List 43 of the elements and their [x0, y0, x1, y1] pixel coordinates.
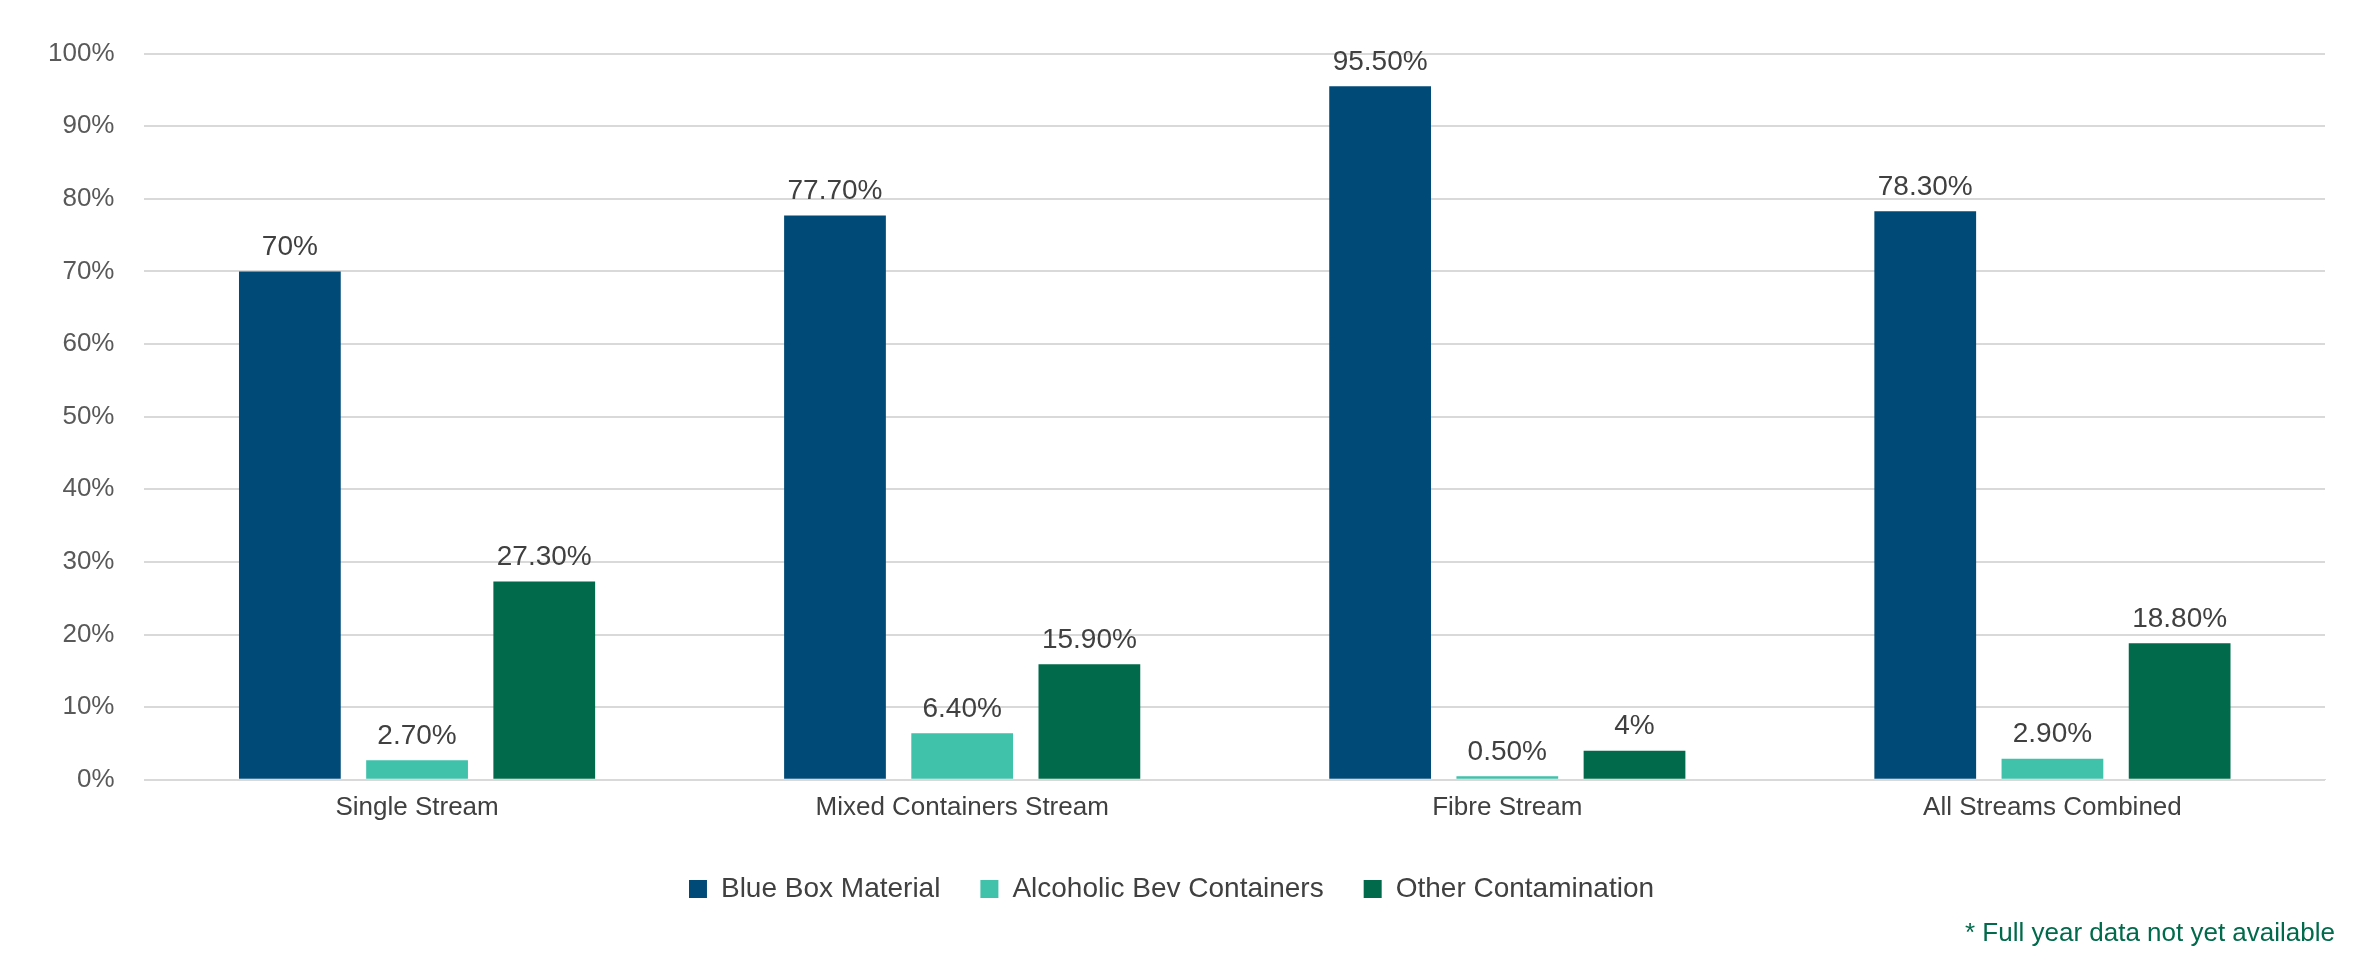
data-label: 77.70% [787, 174, 883, 206]
data-label: 6.40% [922, 692, 1002, 724]
x-tick-label: Mixed Containers Stream [815, 790, 1109, 821]
x-tick-label: All Streams Combined [1923, 790, 2182, 821]
bar [911, 733, 1014, 779]
y-tick-label: 60% [62, 327, 115, 358]
bar [238, 271, 341, 779]
bar [1583, 750, 1686, 779]
bar [1874, 211, 1977, 779]
y-tick-label: 80% [62, 182, 115, 213]
bar [784, 215, 886, 779]
bar [366, 760, 468, 779]
data-label: 78.30% [1877, 169, 1973, 201]
y-tick-label: 0% [76, 762, 115, 793]
data-label: 0.50% [1467, 734, 1548, 766]
data-label: 4% [1614, 709, 1655, 741]
y-tick-label: 90% [62, 109, 115, 140]
text: * Full year data not yet available [1965, 917, 2335, 948]
data-label: 15.90% [1041, 623, 1137, 655]
y-tick-label: 70% [62, 254, 115, 285]
y-tick-label: 100% [48, 36, 115, 67]
data-label: 27.30% [496, 540, 592, 572]
legend-label: Blue Box Material [720, 871, 941, 903]
bar [1456, 776, 1559, 779]
data-label: 18.80% [2132, 601, 2228, 633]
bar [2128, 643, 2231, 779]
y-tick-label: 20% [62, 617, 115, 648]
legend-label: Other Contamination [1395, 871, 1655, 903]
data-label: 2.70% [377, 718, 457, 750]
x-tick-label: Fibre Stream [1432, 790, 1583, 821]
data-label: 70% [261, 230, 318, 262]
data-label: 95.50% [1332, 45, 1428, 76]
legend-label: Alcoholic Bev Containers [1012, 871, 1324, 903]
y-tick-label: 30% [62, 545, 115, 576]
bar [1038, 664, 1141, 779]
x-tick-label: Single Stream [335, 790, 499, 821]
y-tick-label: 50% [62, 399, 115, 430]
bar [1329, 86, 1431, 779]
bar [493, 581, 596, 779]
y-tick-label: 10% [62, 690, 115, 721]
y-tick-label: 40% [62, 472, 115, 503]
bar [2001, 758, 2104, 779]
data-label: 2.90% [2012, 717, 2093, 749]
